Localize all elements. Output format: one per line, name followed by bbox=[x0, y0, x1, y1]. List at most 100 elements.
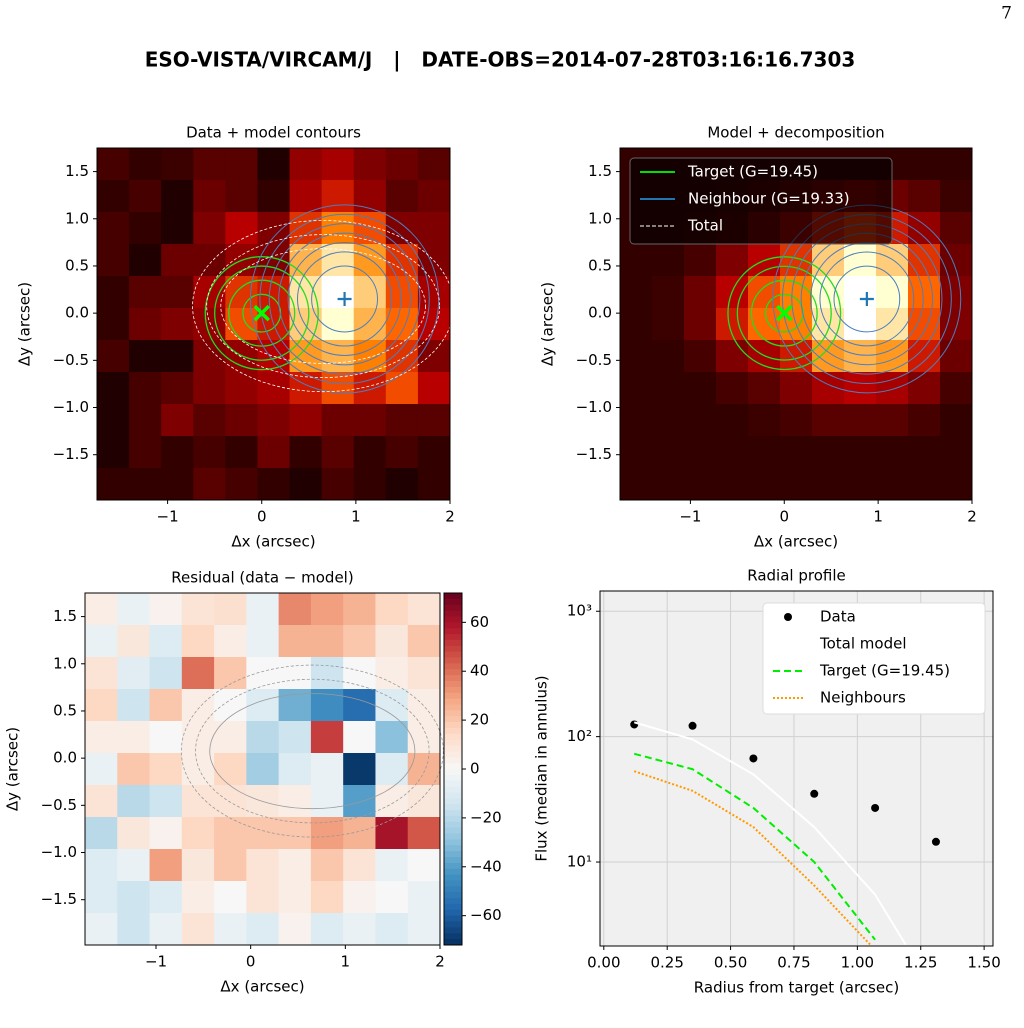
heatmap-cell bbox=[85, 625, 118, 658]
heatmap-cell bbox=[908, 468, 941, 501]
heatmap-cell bbox=[278, 625, 312, 658]
heatmap-cell bbox=[321, 468, 355, 501]
colorbar-tick-label: −20 bbox=[470, 808, 502, 826]
heatmap-cell bbox=[149, 881, 183, 914]
heatmap-cell bbox=[417, 276, 451, 309]
heatmap-cell bbox=[620, 340, 653, 373]
heatmap-cell bbox=[940, 276, 973, 309]
colorbar-tick-label: 40 bbox=[470, 662, 489, 680]
heatmap-cell bbox=[161, 180, 194, 213]
colorbar-step bbox=[444, 763, 462, 770]
heatmap-cell bbox=[278, 881, 312, 914]
heatmap-cell bbox=[310, 881, 344, 914]
heatmap-cell bbox=[257, 276, 291, 309]
heatmap-cell bbox=[407, 913, 441, 946]
colorbar-step bbox=[444, 622, 462, 629]
colorbar-tick-label: 60 bbox=[470, 613, 489, 631]
heatmap-cell bbox=[85, 593, 118, 626]
heatmap-cell bbox=[353, 468, 387, 501]
heatmap-cell bbox=[684, 244, 717, 277]
heatmap-cell bbox=[652, 372, 685, 405]
heatmap-cell bbox=[417, 436, 451, 469]
heatmap-cell bbox=[193, 148, 226, 181]
y-tick-label: 0.0 bbox=[588, 304, 612, 322]
target-contour bbox=[736, 265, 832, 361]
colorbar-step bbox=[444, 733, 462, 741]
heatmap-cell bbox=[620, 372, 653, 405]
heatmap-cell bbox=[225, 468, 258, 501]
y-tick-label: 10³ bbox=[567, 602, 592, 620]
colorbar-step bbox=[444, 821, 462, 829]
heatmap-cell bbox=[149, 913, 183, 946]
heatmap-cell bbox=[149, 721, 183, 754]
heatmap-cell bbox=[407, 721, 441, 754]
colorbar-step bbox=[444, 792, 462, 799]
heatmap-cell bbox=[85, 881, 118, 914]
heatmap-cell bbox=[780, 404, 813, 437]
heatmap-cell bbox=[940, 468, 973, 501]
heatmap-cell bbox=[343, 625, 376, 658]
heatmap-cell bbox=[193, 180, 226, 213]
heatmap-cell bbox=[407, 785, 441, 818]
colorbar-step bbox=[444, 657, 462, 664]
heatmap-cell bbox=[246, 689, 280, 722]
heatmap-cell bbox=[684, 436, 717, 469]
heatmap-cell bbox=[321, 180, 355, 213]
axes-frame bbox=[599, 590, 994, 947]
y-axis-label: Δy (arcsec) bbox=[16, 282, 34, 366]
x-tick-label: 0.75 bbox=[777, 954, 810, 972]
colorbar-step bbox=[444, 810, 462, 817]
x-tick-label: 1.25 bbox=[904, 954, 937, 972]
heatmap-cell bbox=[417, 340, 451, 373]
heatmap-cell bbox=[385, 372, 419, 405]
legend-label: Target (G=19.45) bbox=[687, 163, 818, 181]
heatmap-cell bbox=[876, 244, 909, 277]
heatmap-cell bbox=[129, 276, 162, 309]
colorbar-step bbox=[444, 704, 462, 711]
colorbar-step bbox=[444, 798, 462, 805]
heatmap-cell bbox=[214, 881, 247, 914]
heatmap-cell bbox=[214, 753, 247, 786]
legend-label: Target (G=19.45) bbox=[819, 662, 950, 680]
colorbar-step bbox=[444, 903, 462, 911]
heatmap-cell bbox=[417, 180, 451, 213]
panel: Data + model contours Δx (arcsec) Δy (arcs… bbox=[16, 124, 455, 551]
total-contour bbox=[209, 693, 416, 810]
heatmap-cell bbox=[940, 180, 973, 213]
heatmap-cell bbox=[620, 468, 653, 501]
colorbar-step bbox=[444, 921, 462, 928]
heatmap-cell bbox=[149, 817, 183, 850]
heatmap-cell bbox=[385, 404, 419, 437]
y-tick-label: 0.5 bbox=[65, 256, 89, 274]
heatmap-cell bbox=[129, 468, 162, 501]
heatmap-cell bbox=[225, 436, 258, 469]
x-tick-label: 0 bbox=[257, 508, 267, 526]
heatmap-cell bbox=[97, 212, 130, 245]
heatmap-cell bbox=[129, 340, 162, 373]
heatmap-cell bbox=[321, 372, 355, 405]
page-number: 7 bbox=[1001, 4, 1012, 24]
neighbour-contour bbox=[287, 242, 402, 356]
colorbar-step bbox=[444, 851, 462, 858]
y-tick-label: −1.0 bbox=[41, 843, 77, 861]
heatmap-cell bbox=[375, 625, 409, 658]
heatmap-cell bbox=[181, 817, 215, 850]
heatmap-cell bbox=[375, 849, 409, 882]
legend-label: Data bbox=[820, 608, 856, 626]
target-marker bbox=[253, 304, 270, 322]
heatmap-cell bbox=[407, 657, 441, 690]
colorbar-step bbox=[444, 874, 462, 881]
heatmap-cell bbox=[149, 657, 183, 690]
target-marker bbox=[776, 304, 793, 322]
colorbar-step bbox=[444, 751, 462, 758]
heatmap-cell bbox=[310, 785, 344, 818]
data-point bbox=[931, 837, 940, 846]
colorbar-step bbox=[444, 669, 462, 676]
heatmap-cell bbox=[278, 593, 312, 626]
heatmap-cell bbox=[652, 308, 685, 341]
colorbar-step bbox=[444, 727, 462, 735]
colorbar-tick-label: −40 bbox=[470, 857, 502, 875]
profile-line bbox=[633, 752, 876, 941]
heatmap-cell bbox=[652, 340, 685, 373]
neighbour-contour bbox=[819, 251, 915, 347]
